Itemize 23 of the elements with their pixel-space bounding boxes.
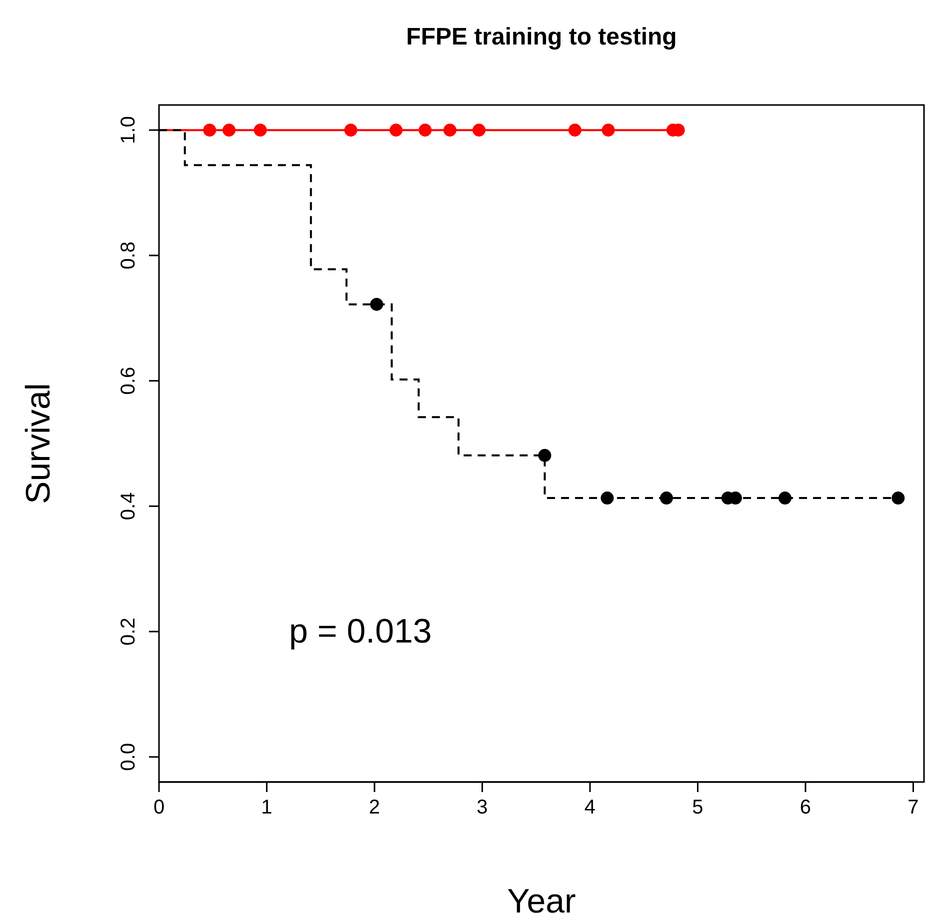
chart-title: FFPE training to testing (406, 24, 677, 51)
annotation: p = 0.013 (289, 612, 432, 650)
x-tick-label: 1 (261, 796, 272, 819)
x-tick-label: 2 (368, 796, 380, 819)
x-tick-label: 4 (584, 796, 596, 819)
y-tick-label: 0.8 (118, 242, 140, 270)
y-tick-label: 1.0 (118, 116, 140, 144)
y-tick-label: 0.6 (118, 366, 140, 395)
y-tick-label: 0.4 (118, 492, 140, 520)
point (778, 492, 792, 505)
point (370, 298, 384, 311)
x-tick-label: 0 (153, 796, 165, 819)
x-axis-title: Year (507, 882, 576, 920)
point (538, 448, 552, 462)
x-tick-label: 3 (476, 796, 488, 819)
x-tick-label: 5 (692, 796, 704, 819)
point (660, 492, 673, 505)
point (892, 492, 905, 505)
y-axis-title: Survival (19, 383, 58, 504)
x-tick-label: 7 (908, 796, 919, 819)
x-tick-label: 6 (800, 796, 812, 819)
y-tick-label: 0.2 (118, 618, 140, 646)
y-tick-label: 0.0 (118, 743, 140, 771)
